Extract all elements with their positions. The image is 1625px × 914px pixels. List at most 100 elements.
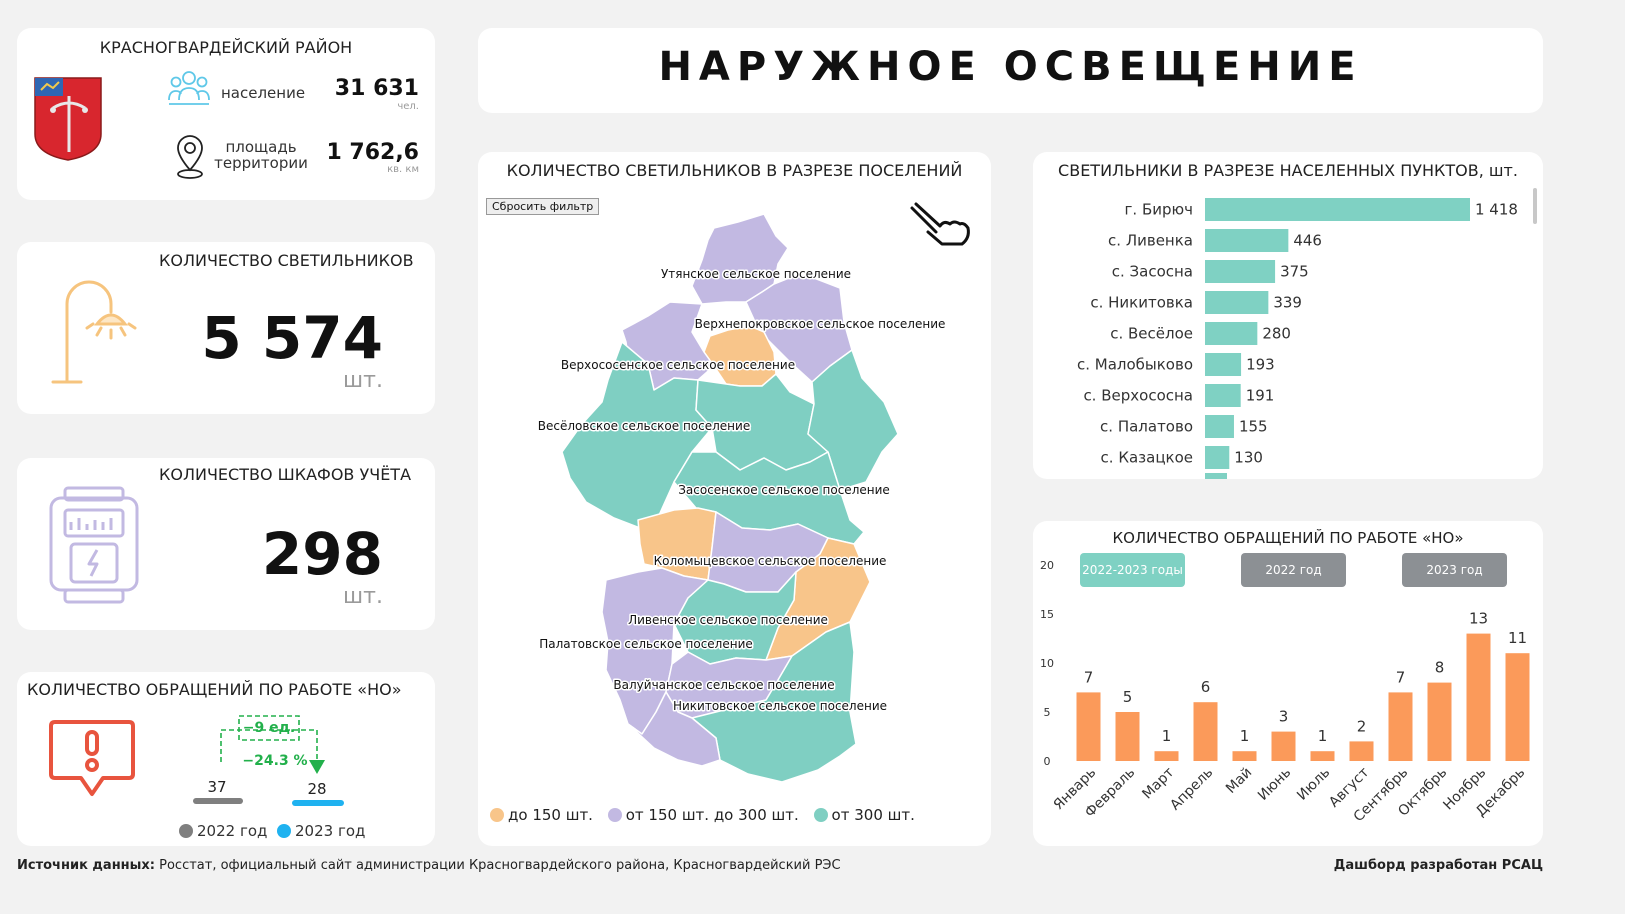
title-card: НАРУЖНОЕ ОСВЕЩЕНИЕ (478, 28, 1543, 113)
cabinets-card: КОЛИЧЕСТВО ШКАФОВ УЧЁТА 298 шт. (17, 458, 435, 630)
settlement-value-label: 193 (1246, 356, 1275, 374)
settlement-bar[interactable] (1205, 384, 1241, 407)
map-label-verkhnepokrovskoe: Верхнепокровское сельское поселение (695, 317, 946, 331)
month-bar[interactable] (1232, 751, 1257, 761)
page-title: НАРУЖНОЕ ОСВЕЩЕНИЕ (658, 44, 1363, 90)
district-card: КРАСНОГВАРДЕЙСКИЙ РАЙОН население 31 631… (17, 28, 435, 200)
population-unit: чел. (397, 101, 419, 112)
y-tick-label: 15 (1040, 608, 1054, 621)
district-name: КРАСНОГВАРДЕЙСКИЙ РАЙОН (99, 38, 353, 57)
map-label-nikitovskoe: Никитовское сельское поселение (673, 699, 887, 713)
settlement-bar[interactable] (1205, 260, 1276, 283)
people-icon (168, 71, 210, 105)
coat-of-arms-icon (34, 77, 102, 161)
month-bar[interactable] (1076, 692, 1101, 761)
lamps-value: 5 574 (201, 304, 383, 372)
y-tick-label: 10 (1040, 657, 1054, 670)
month-bar[interactable] (1310, 751, 1335, 761)
population-label: население (221, 84, 306, 102)
lamps-unit: шт. (343, 368, 383, 393)
month-bar[interactable] (1115, 712, 1140, 761)
settlements-map: Утянское сельское поселение Верхнепокров… (536, 213, 947, 783)
month-tick-label: Июнь (1255, 765, 1294, 804)
settlement-label: с. Засосна (1112, 263, 1193, 281)
region-verkhnesosenskoe[interactable] (703, 325, 777, 387)
settlement-value-label: 1 418 (1475, 201, 1518, 219)
region-nikitovskoe[interactable] (691, 621, 857, 783)
region-livenskoe[interactable] (673, 571, 797, 665)
settlement-value-label: 446 (1293, 232, 1322, 250)
area-label-line2: территории (214, 154, 308, 172)
settlement-value-label: 375 (1280, 263, 1309, 281)
settlement-bar[interactable] (1205, 446, 1230, 469)
settlement-bar[interactable] (1205, 198, 1470, 221)
settlement-bar[interactable] (1205, 322, 1258, 345)
month-value-label: 1 (1162, 727, 1172, 745)
hand-pointer-icon (910, 202, 970, 246)
monthly-chart-title: КОЛИЧЕСТВО ОБРАЩЕНИЙ ПО РАБОТЕ «НО» (1112, 529, 1464, 547)
month-bar[interactable] (1505, 653, 1530, 761)
y-tick-label: 5 (1044, 706, 1051, 719)
region-southwest[interactable] (627, 691, 721, 767)
month-bar[interactable] (1154, 751, 1179, 761)
tab-2022-2023[interactable]: 2022-2023 годы (1080, 553, 1185, 587)
settlement-value-label: 191 (1246, 387, 1275, 405)
area-value: 1 762,6 (326, 140, 419, 165)
legend-dot-low (490, 808, 504, 822)
footer-source-label: Источник данных: (17, 858, 155, 873)
settlement-label: с. Палатово (1100, 418, 1193, 436)
cabinets-unit: шт. (343, 584, 383, 609)
month-value-label: 7 (1396, 668, 1406, 686)
month-value-label: 7 (1084, 668, 1094, 686)
month-bar[interactable] (1193, 702, 1218, 761)
diff-absolute: −9 ед. (242, 720, 296, 736)
settlement-bar[interactable] (1205, 353, 1242, 376)
legend-high-label: от 300 шт. (831, 806, 915, 824)
month-bar[interactable] (1466, 633, 1491, 761)
population-value: 31 631 (334, 76, 419, 101)
month-value-label: 2 (1357, 717, 1367, 735)
bar-2022 (193, 798, 243, 804)
settlement-bar[interactable] (1205, 229, 1289, 252)
month-bar[interactable] (1388, 692, 1413, 761)
chart-scrollbar[interactable] (1533, 188, 1537, 224)
month-bar[interactable] (1427, 682, 1452, 761)
month-value-label: 8 (1435, 659, 1445, 677)
settlement-value-label: 339 (1273, 294, 1302, 312)
settlement-bar[interactable] (1205, 415, 1234, 438)
legend-mid-label: от 150 шт. до 300 шт. (625, 806, 799, 824)
month-value-label: 1 (1240, 727, 1250, 745)
monthly-bar-chart: 051015207Январь5Февраль1Март6Апрель1Май3… (1040, 559, 1530, 825)
settlement-bar[interactable] (1205, 291, 1269, 314)
month-bar[interactable] (1349, 741, 1374, 761)
region-kolomytsevskoe-orange[interactable] (637, 507, 717, 581)
month-tick-label: Апрель (1167, 765, 1216, 814)
month-bar[interactable] (1271, 731, 1296, 761)
lamps-card: КОЛИЧЕСТВО СВЕТИЛЬНИКОВ 5 574 шт. (17, 242, 435, 414)
map-label-palatovskoe: Палатовское сельское поселение (539, 637, 753, 651)
month-value-label: 5 (1123, 688, 1133, 706)
footer-source: Источник данных: Росстат, официальный са… (17, 858, 841, 873)
map-label-livenskoe: Ливенское сельское поселение (628, 613, 828, 627)
value-2022: 37 (207, 778, 227, 796)
month-value-label: 13 (1469, 610, 1488, 628)
settlement-label: г. Бирюч (1125, 201, 1193, 219)
legend-2022: 2022 год (179, 822, 267, 840)
location-pin-icon (177, 135, 203, 179)
tab-2022[interactable]: 2022 год (1241, 553, 1346, 587)
reset-filter-button[interactable]: Сбросить фильтр (486, 198, 600, 215)
map-title: КОЛИЧЕСТВО СВЕТИЛЬНИКОВ В РАЗРЕЗЕ ПОСЕЛЕ… (506, 161, 963, 180)
tab-2023[interactable]: 2023 год (1402, 553, 1507, 587)
settlement-label: с. Никитовка (1090, 294, 1193, 312)
alert-message-icon (49, 720, 135, 796)
settlements-chart-card: СВЕТИЛЬНИКИ В РАЗРЕЗЕ НАСЕЛЕННЫХ ПУНКТОВ… (1033, 152, 1543, 479)
requests-card: КОЛИЧЕСТВО ОБРАЩЕНИЙ ПО РАБОТЕ «НО» −9 е… (17, 672, 435, 846)
month-value-label: 6 (1201, 678, 1211, 696)
legend-2022-label: 2022 год (197, 822, 268, 840)
street-lamp-icon (51, 280, 137, 384)
region-east[interactable] (807, 349, 899, 491)
map-label-zasosenskoe: Засосенское сельское поселение (678, 483, 890, 497)
region-verkhnepokrovskoe[interactable] (745, 275, 853, 383)
footer-credit: Дашборд разработан РСАЦ (1333, 858, 1543, 873)
settlement-value-label: 130 (1234, 449, 1263, 467)
